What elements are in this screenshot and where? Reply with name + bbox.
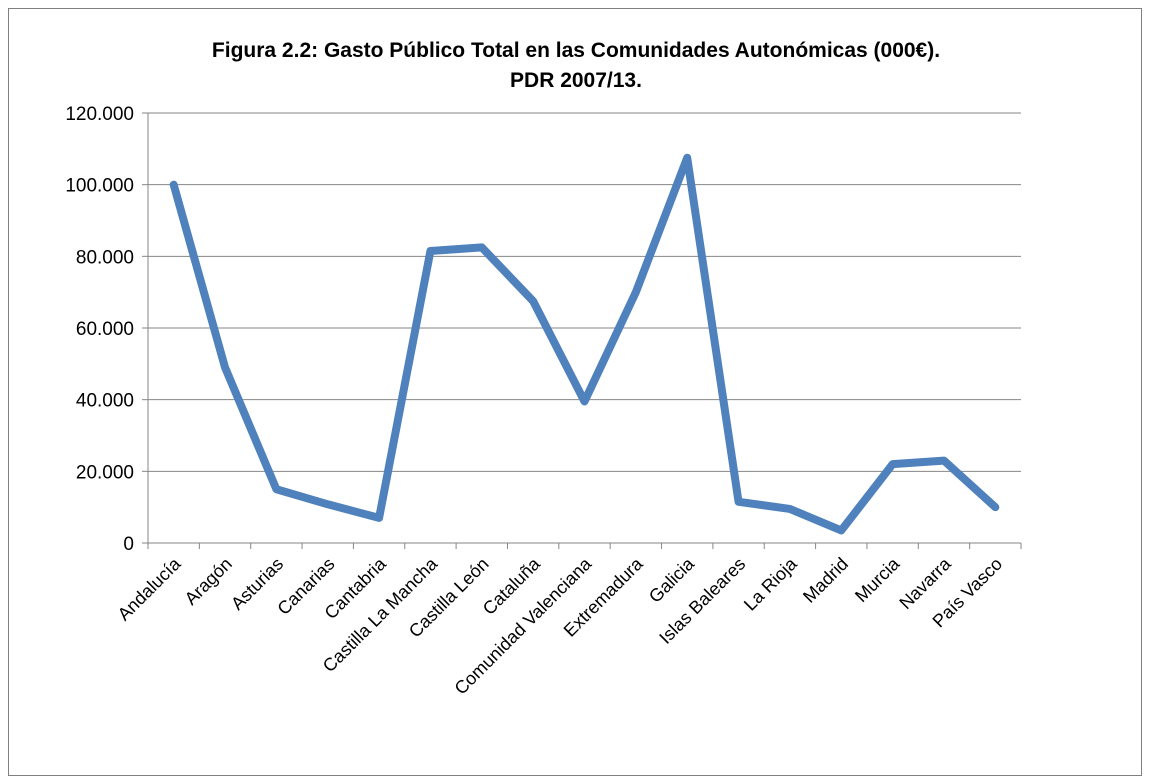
data-point — [943, 460, 945, 462]
series-lines — [169, 153, 1000, 535]
data-point — [635, 291, 637, 293]
x-tick-label: Andalucía — [114, 553, 185, 624]
y-tick-label: 120.000 — [65, 104, 134, 125]
data-point — [327, 503, 329, 505]
data-point — [840, 529, 842, 531]
y-tick-labels: 0 20.000 40.000 60.000 80.000 100.000 120.000 — [65, 104, 134, 555]
data-point — [584, 400, 585, 402]
data-point — [738, 501, 740, 503]
data-point — [378, 517, 380, 519]
data-point — [173, 184, 175, 186]
x-tick-labels: AndalucíaAragónAsturiasCanariasCantabria… — [114, 553, 1006, 699]
data-point — [481, 246, 483, 248]
y-tick-label: 20.000 — [76, 462, 134, 483]
chart-title: Figura 2.2: Gasto Público Total en las C… — [0, 36, 1152, 96]
data-point — [994, 506, 996, 508]
y-tick-label: 60.000 — [76, 319, 134, 340]
axes — [142, 112, 1022, 549]
data-point — [275, 488, 277, 490]
x-tick-label: Madrid — [799, 554, 852, 607]
series-line — [169, 153, 1000, 535]
data-point — [789, 508, 791, 510]
chart-title-line2: PDR 2007/13. — [510, 69, 642, 92]
chart-frame — [8, 8, 1142, 776]
x-tick-label: La Rioja — [740, 553, 802, 615]
y-tick-label: 100.000 — [65, 176, 134, 197]
data-point — [224, 366, 226, 368]
y-tick-label: 0 — [123, 534, 134, 555]
y-tick-label: 80.000 — [76, 247, 134, 268]
chart-title-line1: Figura 2.2: Gasto Público Total en las C… — [211, 39, 941, 62]
y-tick-label: 40.000 — [76, 391, 134, 412]
data-point — [892, 463, 894, 465]
gridlines — [148, 112, 1021, 472]
data-point — [429, 250, 431, 252]
data-point — [532, 300, 534, 302]
data-point — [686, 157, 688, 159]
